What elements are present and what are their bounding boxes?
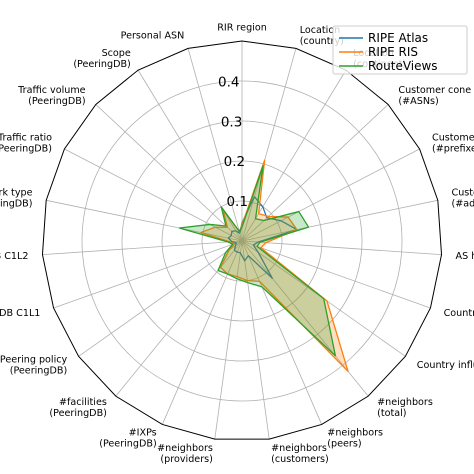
- grid-spoke: [78, 240, 243, 357]
- category-label: #neighbors (peers): [327, 427, 383, 449]
- category-label: ASDB C1L1: [0, 308, 40, 319]
- series-fill-routeviews: [179, 165, 336, 356]
- grid-spoke: [53, 240, 243, 309]
- category-label: #neighbors (customers): [271, 443, 329, 465]
- category-label: ASDB C1L2: [0, 251, 29, 262]
- grid-spoke: [64, 148, 243, 242]
- legend-box: [332, 25, 468, 75]
- category-label: Network type(PeeringDB): [0, 188, 33, 210]
- legend: RIPE Atlas RIPE RIS RouteViews: [332, 25, 468, 75]
- category-label: #facilities (PeeringDB): [49, 397, 106, 419]
- category-label: Scope (PeeringDB): [73, 48, 131, 70]
- legend-label-ripe-ris: RIPE RIS: [368, 45, 418, 59]
- radial-tick-label: 0.3: [221, 114, 242, 130]
- series-line-ripe-ris: [200, 159, 349, 372]
- category-label: #neighbors (total): [377, 397, 433, 419]
- outer-frame: [41, 40, 443, 440]
- category-label: Customer cone (#ASNs): [398, 85, 471, 107]
- radar-series: [178, 159, 349, 372]
- grid-spoke: [241, 199, 438, 242]
- grid-spoke: [241, 104, 389, 242]
- grid-spoke: [241, 240, 442, 256]
- category-label: Personal ASN: [121, 30, 185, 41]
- series-line-ripe-atlas: [227, 196, 298, 279]
- category-label: Traffic ratio (PeeringDB): [0, 133, 52, 155]
- series-fill-ripe-ris: [200, 160, 349, 372]
- category-label: Location (country): [300, 25, 344, 47]
- legend-label-routeviews: RouteViews: [368, 59, 438, 73]
- grid-spoke: [187, 48, 243, 242]
- radial-tick-label: 0.4: [218, 74, 239, 90]
- category-label: Traffic volume (PeeringDB): [17, 85, 86, 107]
- category-label: Country influence (CTI origin): [444, 308, 474, 319]
- category-label: Customer cone(#prefixes): [432, 133, 474, 155]
- grid-spoke: [241, 240, 270, 440]
- category-label: #neighbors (providers): [157, 443, 213, 465]
- category-label: #IXPs (PeeringDB): [99, 427, 156, 449]
- grid-spoke: [241, 148, 420, 242]
- category-label: Peering policy (PeeringDB): [0, 354, 68, 376]
- grid-spoke: [161, 240, 243, 425]
- category-label: AS hegemony: [456, 251, 474, 262]
- category-label: Country influence (CTI top): [417, 360, 474, 371]
- category-label: Customer cone(#addresses): [452, 188, 474, 210]
- grid-spoke: [241, 48, 297, 242]
- category-label: RIR region: [217, 23, 267, 34]
- radial-tick-labels: 0.1 0.2 0.3 0.4: [218, 74, 248, 210]
- series-line-routeviews: [178, 165, 337, 357]
- grid-spoke: [46, 199, 243, 242]
- grid-spoke: [42, 240, 243, 256]
- radar-grid: [41, 40, 443, 440]
- grid-spoke: [241, 240, 431, 309]
- radial-tick-label: 0.2: [224, 154, 245, 170]
- grid-spoke: [241, 240, 323, 425]
- radial-tick-label: 0.1: [226, 194, 247, 210]
- grid-spoke: [214, 240, 243, 440]
- legend-label-ripe-atlas: RIPE Atlas: [368, 31, 428, 45]
- grid-spoke: [95, 104, 243, 242]
